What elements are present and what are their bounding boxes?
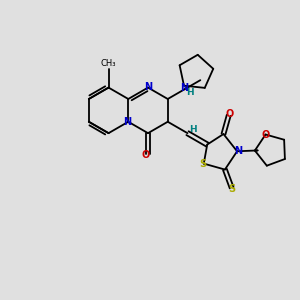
Text: S: S: [228, 184, 235, 194]
Text: N: N: [234, 146, 242, 156]
Text: CH₃: CH₃: [101, 59, 116, 68]
Text: O: O: [226, 110, 234, 119]
Text: S: S: [199, 159, 206, 169]
Text: H: H: [190, 125, 197, 134]
Text: N: N: [144, 82, 152, 92]
Text: H: H: [186, 88, 193, 97]
Text: N: N: [123, 117, 131, 127]
Text: O: O: [142, 150, 150, 160]
Text: O: O: [261, 130, 270, 140]
Text: N: N: [181, 83, 189, 93]
